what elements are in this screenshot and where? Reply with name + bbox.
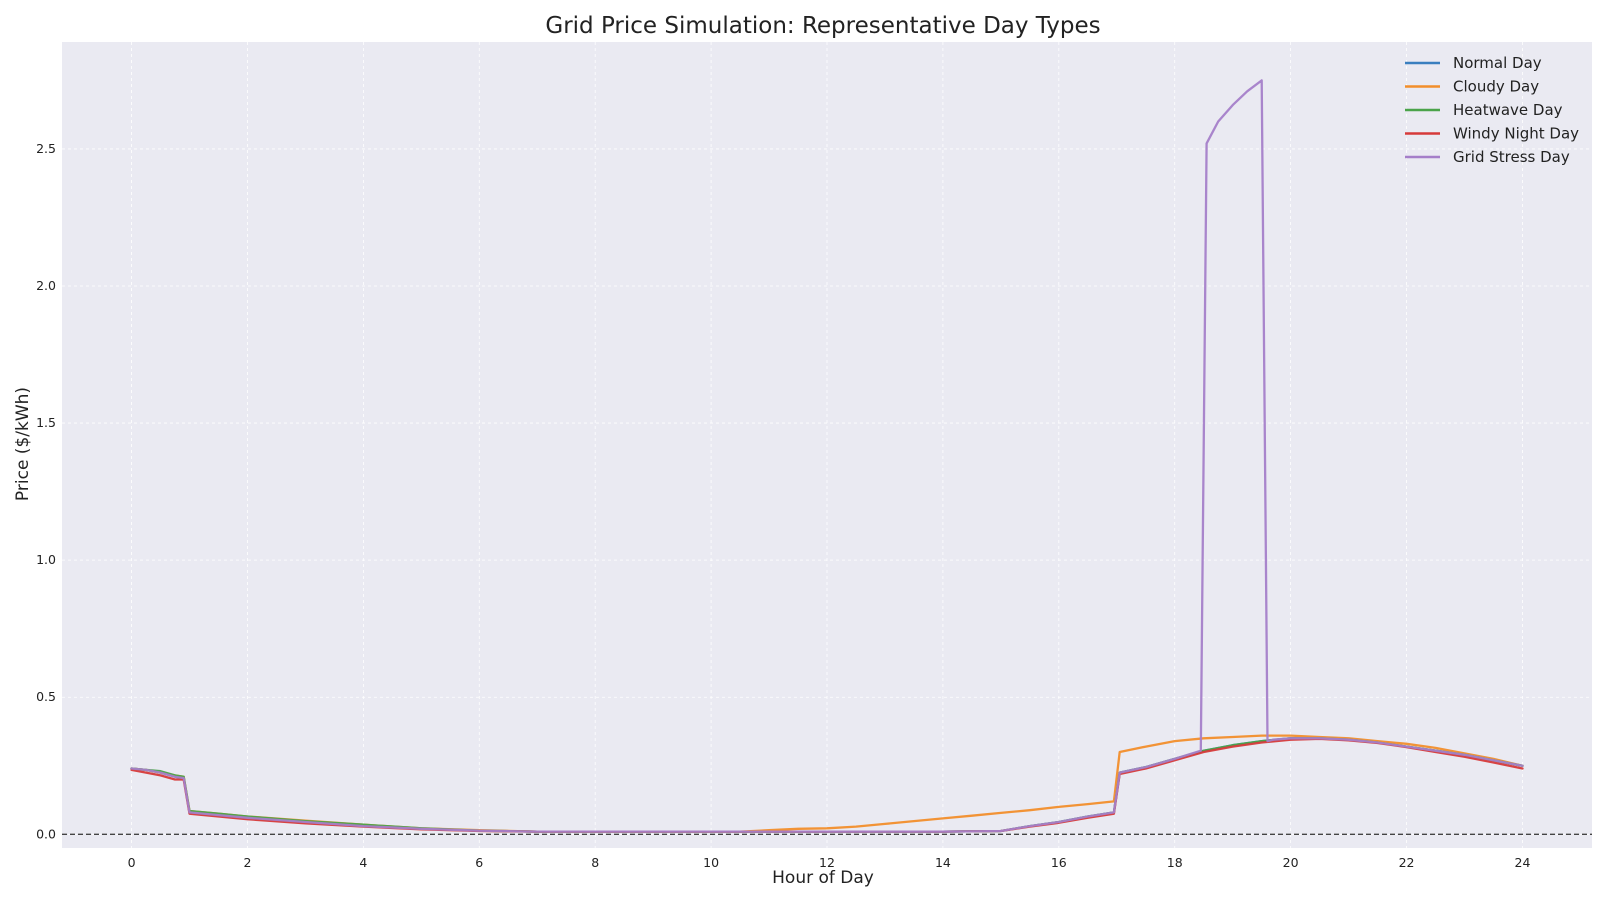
x-tick-labels: 0 2 4 6 8 10 12 14 16 18 20 22 24 [128,855,1531,870]
legend-label: Cloudy Day [1453,78,1539,96]
y-tick-labels: 0.0 0.5 1.0 1.5 2.0 2.5 [36,141,56,841]
y-tick-label: 0.0 [36,826,56,841]
x-tick-label: 22 [1399,855,1415,870]
y-tick-label: 2.0 [36,278,56,293]
x-tick-label: 8 [591,855,599,870]
x-tick-label: 16 [1051,855,1067,870]
y-tick-label: 1.0 [36,552,56,567]
x-tick-label: 20 [1283,855,1299,870]
x-tick-label: 14 [935,855,951,870]
legend-label: Windy Night Day [1453,125,1579,143]
x-tick-label: 10 [703,855,719,870]
x-tick-label: 2 [243,855,251,870]
legend-label: Grid Stress Day [1453,148,1570,166]
y-axis-label: Price ($/kWh) [13,387,33,501]
y-tick-label: 0.5 [36,689,56,704]
legend-label: Normal Day [1453,54,1542,72]
x-tick-label: 18 [1167,855,1183,870]
series-lines [130,79,1524,833]
x-tick-label: 0 [128,855,136,870]
x-axis-label: Hour of Day [772,868,874,888]
x-tick-label: 6 [475,855,483,870]
legend: Normal Day Cloudy Day Heatwave Day Windy Ni… [1405,54,1579,166]
chart-title: Grid Price Simulation: Representative Da… [545,13,1100,39]
x-tick-label: 12 [819,855,835,870]
series-line-grid-stress-day [130,79,1524,833]
y-tick-label: 1.5 [36,415,56,430]
x-tick-label: 4 [359,855,367,870]
x-tick-label: 24 [1515,855,1531,870]
y-tick-label: 2.5 [36,141,56,156]
legend-label: Heatwave Day [1453,101,1563,119]
